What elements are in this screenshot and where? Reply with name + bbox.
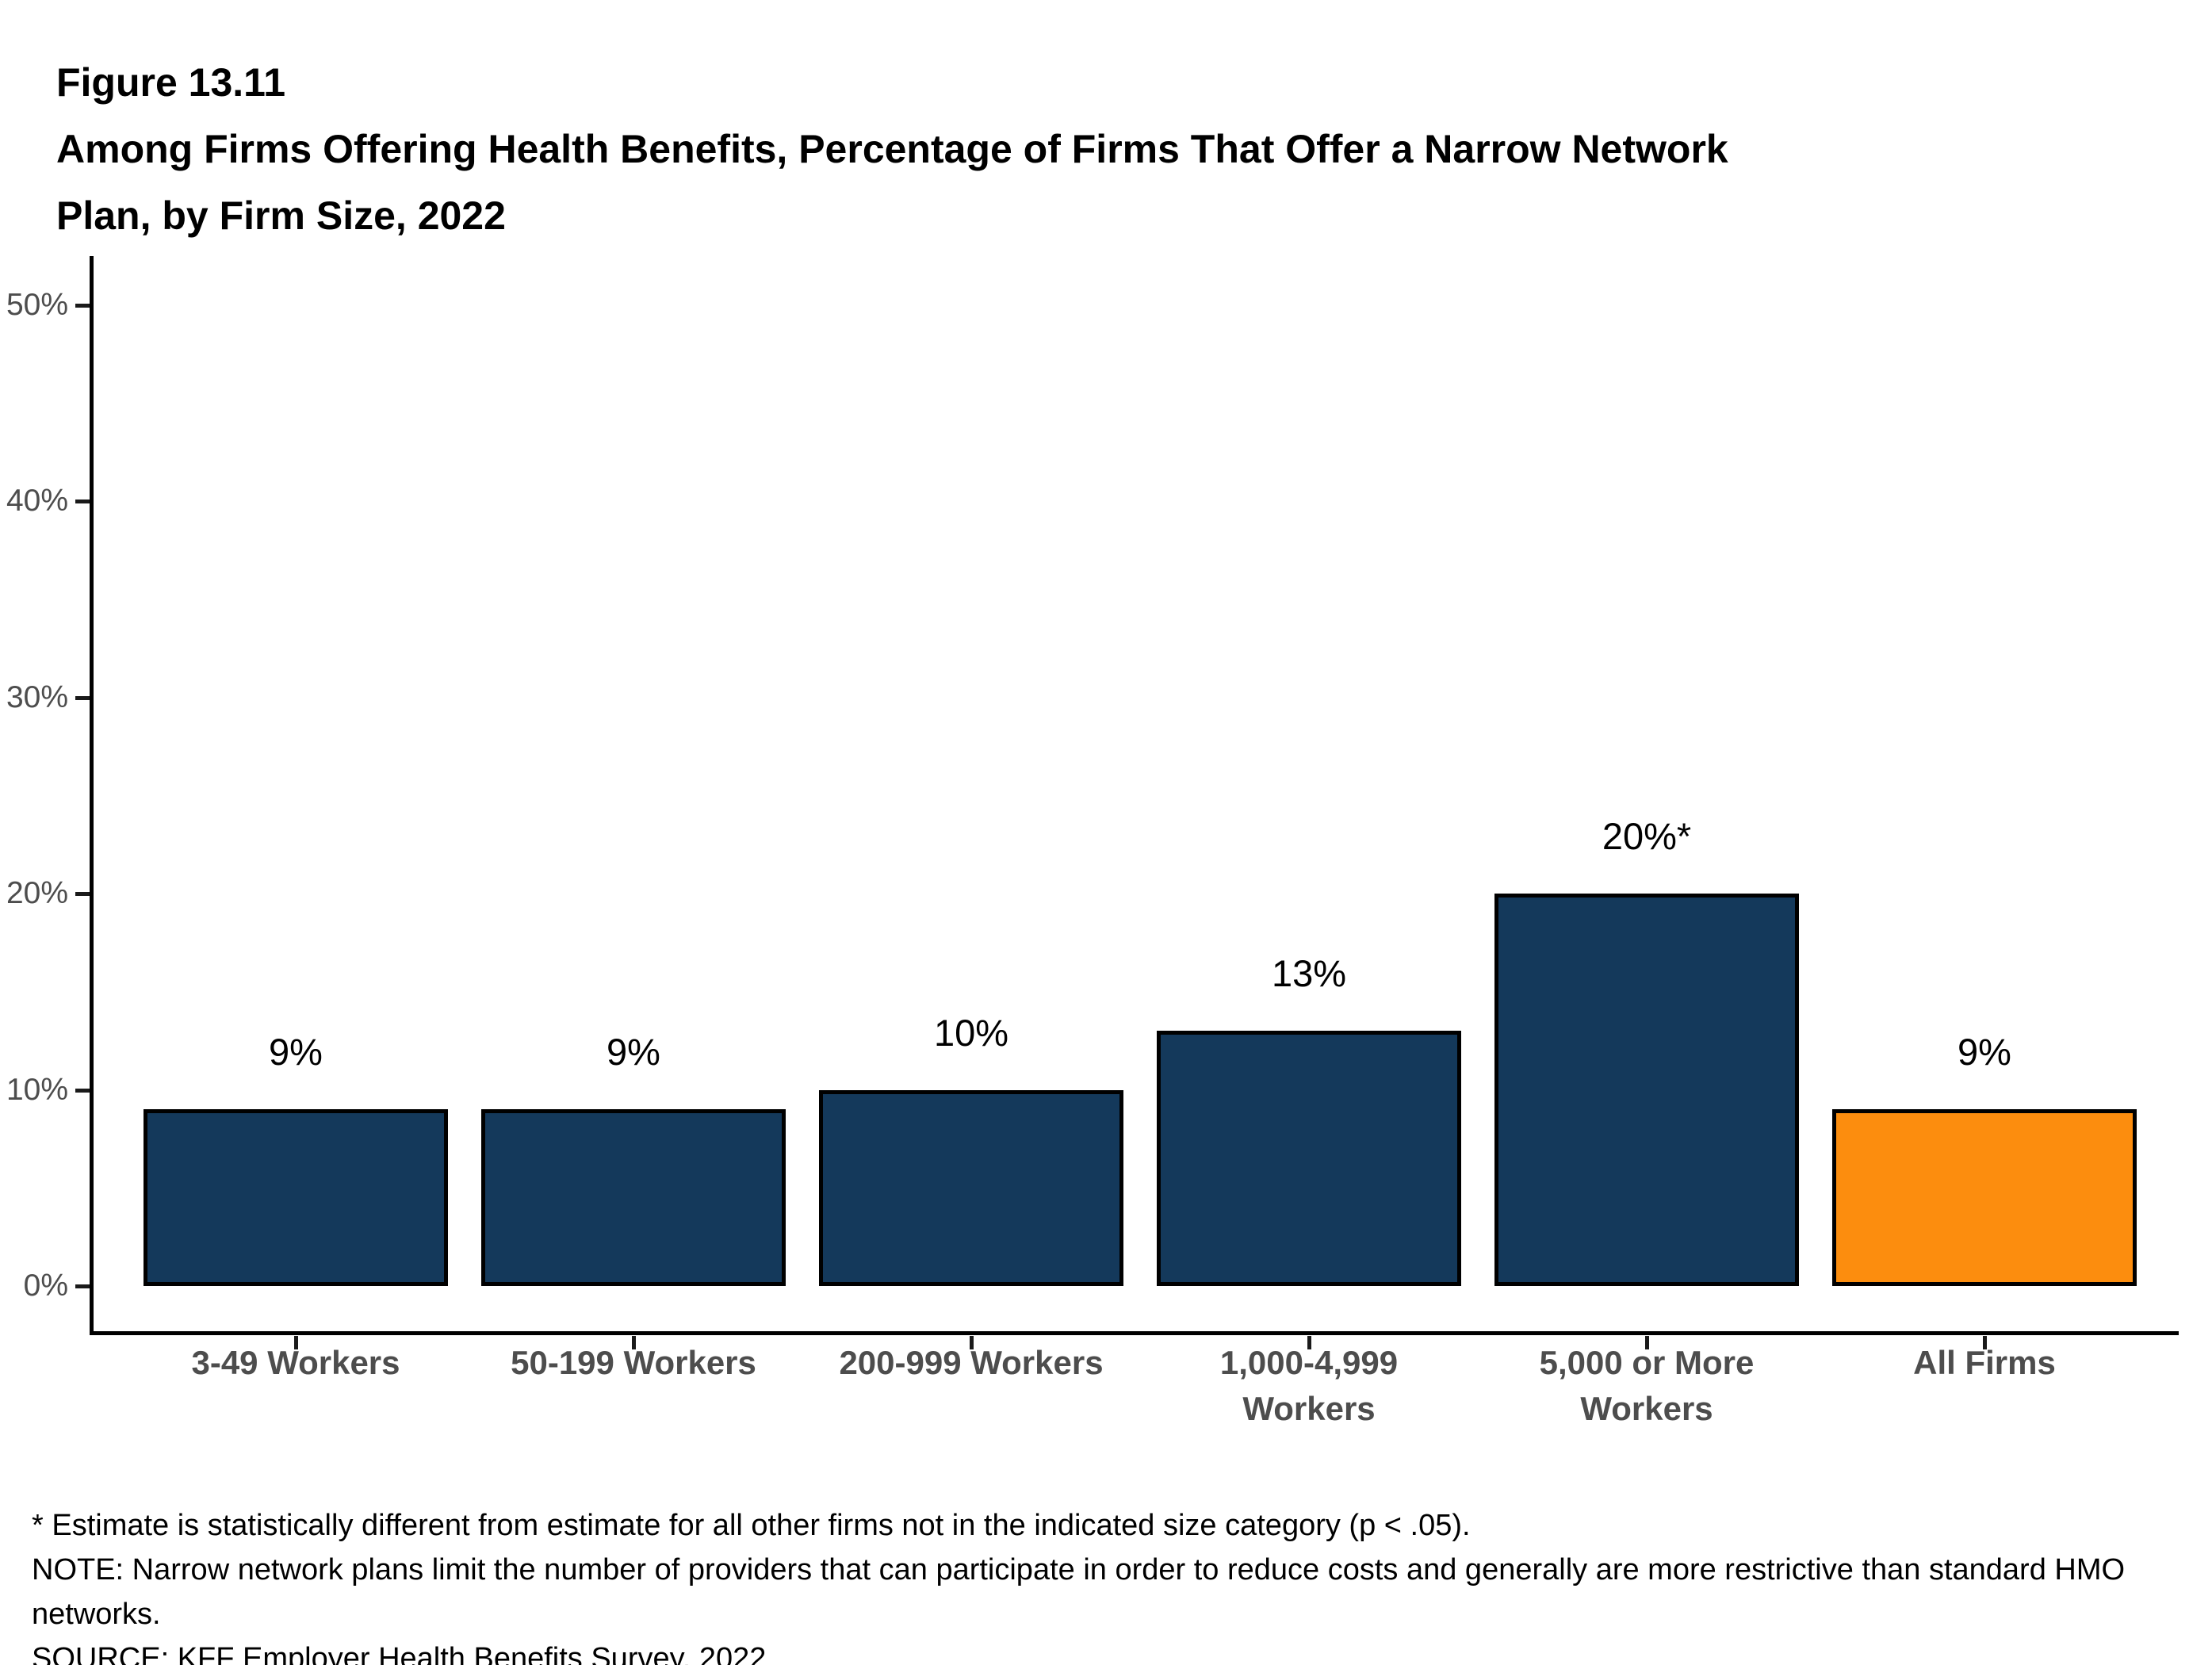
bar: [1157, 1031, 1461, 1286]
x-axis-category-label: 50-199 Workers: [511, 1344, 756, 1381]
chart-title-line2: Plan, by Firm Size, 2022: [56, 193, 506, 238]
x-axis-category-label: 1,000-4,999 Workers: [1219, 1344, 1399, 1427]
y-axis-line: [90, 256, 94, 1335]
y-axis-tick: [75, 696, 90, 700]
bar: [819, 1090, 1123, 1286]
y-axis-tick-label: 10%: [6, 1073, 68, 1107]
x-axis-line: [90, 1331, 2179, 1335]
y-axis-tick-label: 50%: [6, 288, 68, 322]
bar-value-label: 9%: [269, 1031, 323, 1073]
source-footnote: SOURCE: KFF Employer Health Benefits Sur…: [32, 1642, 767, 1665]
bar: [144, 1109, 448, 1286]
bar-value-label: 20%*: [1602, 815, 1692, 857]
x-axis-tick: [1307, 1336, 1311, 1349]
chart-title: Among Firms Offering Health Benefits, Pe…: [56, 116, 1728, 249]
x-axis-tick: [1645, 1336, 1649, 1349]
bar-value-label: 9%: [607, 1031, 660, 1073]
bar: [1494, 894, 1799, 1286]
bar: [1832, 1109, 2137, 1286]
y-axis-tick: [75, 1284, 90, 1288]
x-axis-tick: [970, 1336, 974, 1349]
footnotes: * Estimate is statistically different fr…: [32, 1503, 2177, 1665]
y-axis-tick-label: 0%: [23, 1269, 68, 1303]
x-axis-tick: [1983, 1336, 1987, 1349]
figure-number-label: Figure 13.11: [56, 60, 286, 105]
bar: [481, 1109, 786, 1286]
x-axis-tick: [294, 1336, 298, 1349]
x-axis-category-label: 3-49 Workers: [191, 1344, 400, 1381]
x-axis-category-label: All Firms: [1913, 1344, 2056, 1381]
chart-title-line1: Among Firms Offering Health Benefits, Pe…: [56, 127, 1728, 171]
y-axis-tick: [75, 500, 90, 503]
x-axis-tick: [632, 1336, 636, 1349]
y-axis-tick-label: 20%: [6, 876, 68, 910]
bar-value-label: 9%: [1958, 1031, 2011, 1073]
asterisk-footnote: * Estimate is statistically different fr…: [32, 1509, 1471, 1542]
bar-value-label: 13%: [1271, 952, 1347, 994]
bar-value-label: 10%: [933, 1012, 1009, 1054]
y-axis-tick: [75, 304, 90, 308]
y-axis-tick: [75, 1089, 90, 1093]
x-axis-category-label: 200-999 Workers: [839, 1344, 1104, 1381]
x-axis-category-label: 5,000 or More Workers: [1539, 1344, 1755, 1427]
note-footnote: NOTE: Narrow network plans limit the num…: [32, 1553, 2126, 1631]
y-axis-tick-label: 40%: [6, 484, 68, 518]
y-axis-tick: [75, 892, 90, 896]
y-axis-tick-label: 30%: [6, 680, 68, 714]
